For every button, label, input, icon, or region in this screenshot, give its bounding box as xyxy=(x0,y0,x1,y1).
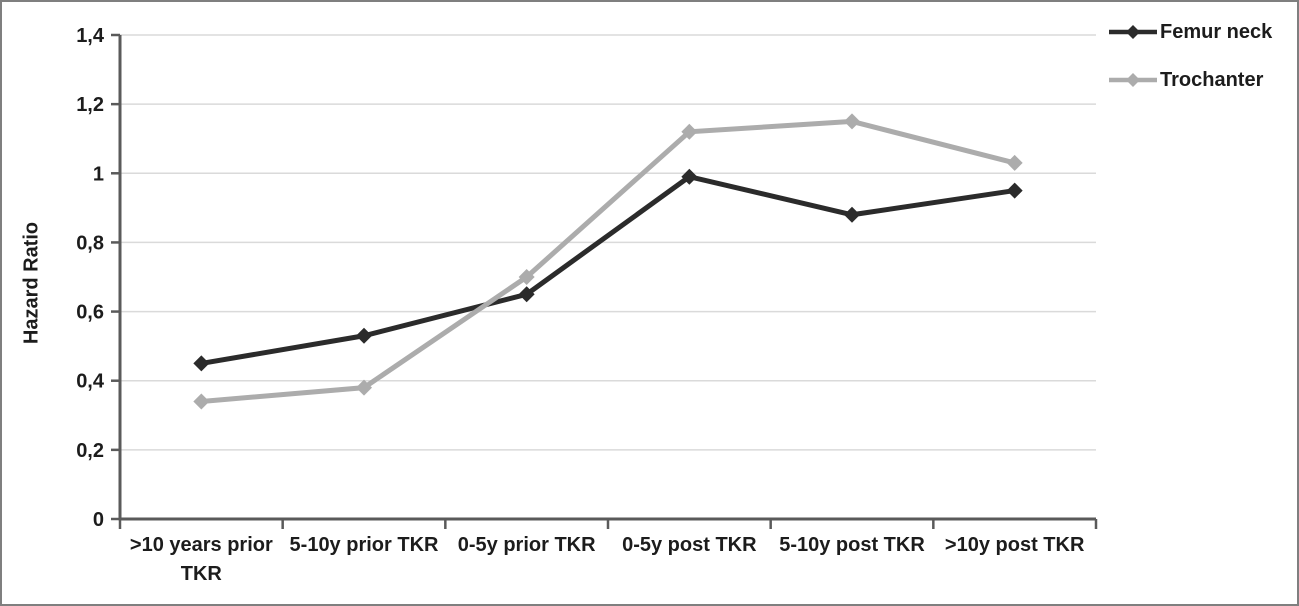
data-point-femur-neck xyxy=(518,286,535,303)
y-tick-label: 0,4 xyxy=(76,371,105,393)
legend-swatch-diamond-icon xyxy=(1126,73,1140,87)
y-tick-label: 1 xyxy=(93,163,104,185)
y-tick-label: 0,8 xyxy=(76,232,104,254)
data-point-femur-neck xyxy=(681,168,698,185)
data-point-trochanter xyxy=(356,379,372,396)
series-line-femur-neck xyxy=(198,174,1018,366)
legend-label-trochanter: Trochanter xyxy=(1160,68,1264,91)
data-point-trochanter xyxy=(1006,154,1023,171)
trochanter-line-swatch-icon xyxy=(1109,73,1157,87)
data-point-femur-neck xyxy=(356,327,372,344)
y-tick-label: 1,2 xyxy=(76,94,104,116)
x-tick-label: TKR xyxy=(181,563,223,585)
y-tick-label: 0 xyxy=(93,509,104,531)
data-point-trochanter xyxy=(193,393,210,410)
legend-item-trochanter: Trochanter xyxy=(1108,66,1272,94)
data-point-trochanter xyxy=(844,113,860,130)
legend: Femur neck Trochanter xyxy=(1108,18,1272,94)
series-line-trochanter xyxy=(198,118,1018,404)
x-tick-label: 0-5y prior TKR xyxy=(458,534,596,556)
y-tick-label: 0,6 xyxy=(76,302,104,324)
x-tick-label: >10y post TKR xyxy=(945,534,1085,556)
y-tick-label: 0,2 xyxy=(76,440,104,462)
data-point-trochanter xyxy=(681,123,698,140)
data-point-femur-neck xyxy=(193,355,210,372)
y-tick-label: 1,4 xyxy=(76,25,105,47)
legend-swatch-diamond-icon xyxy=(1126,25,1140,39)
x-tick-label: 5-10y prior TKR xyxy=(290,534,439,556)
legend-label-femur-neck: Femur neck xyxy=(1160,20,1273,43)
legend-item-femur-neck: Femur neck xyxy=(1108,18,1272,46)
data-point-femur-neck xyxy=(844,206,860,223)
x-tick-label: >10 years prior xyxy=(130,534,273,556)
x-tick-label: 5-10y post TKR xyxy=(779,534,925,556)
y-axis-title: Hazard Ratio xyxy=(20,221,43,345)
data-point-femur-neck xyxy=(1006,182,1023,199)
data-point-trochanter xyxy=(518,269,535,285)
femur-neck-line-swatch-icon xyxy=(1109,25,1157,39)
x-tick-label: 0-5y post TKR xyxy=(622,534,757,556)
